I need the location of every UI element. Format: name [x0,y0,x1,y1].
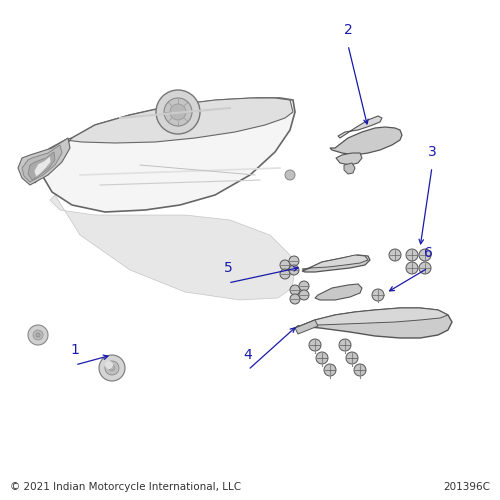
Text: 201396C: 201396C [443,482,490,492]
Circle shape [290,285,300,295]
Text: 3: 3 [428,145,436,159]
Circle shape [290,294,300,304]
Polygon shape [30,138,72,183]
Circle shape [299,290,309,300]
Text: 2: 2 [344,23,352,37]
Circle shape [372,289,384,301]
Polygon shape [22,145,62,182]
Text: © 2021 Indian Motorcycle International, LLC: © 2021 Indian Motorcycle International, … [10,482,241,492]
Circle shape [164,98,192,126]
Circle shape [280,260,290,270]
Text: 6: 6 [424,246,432,260]
Circle shape [170,104,186,120]
Polygon shape [336,153,362,165]
Text: 5: 5 [224,261,232,275]
Polygon shape [302,255,368,270]
Circle shape [309,339,321,351]
Circle shape [339,339,351,351]
Circle shape [389,249,401,261]
Polygon shape [42,98,295,212]
Polygon shape [295,308,452,338]
Circle shape [36,333,40,337]
Polygon shape [344,163,355,174]
Circle shape [406,262,418,274]
Circle shape [99,355,125,381]
Text: 1: 1 [70,343,80,357]
Circle shape [419,249,431,261]
Polygon shape [302,255,370,272]
Polygon shape [330,127,402,155]
Circle shape [105,361,119,375]
Polygon shape [34,156,51,177]
Polygon shape [315,284,362,300]
Polygon shape [18,138,70,185]
Polygon shape [295,308,448,328]
Circle shape [354,364,366,376]
Circle shape [419,262,431,274]
Circle shape [289,265,299,275]
Circle shape [280,269,290,279]
Circle shape [346,352,358,364]
Circle shape [33,330,43,340]
Circle shape [105,361,113,369]
Polygon shape [50,195,295,300]
Circle shape [156,90,200,134]
Polygon shape [338,116,382,138]
Circle shape [406,249,418,261]
Circle shape [289,256,299,266]
Circle shape [285,170,295,180]
Circle shape [324,364,336,376]
Polygon shape [295,320,318,334]
Polygon shape [28,152,55,180]
Circle shape [316,352,328,364]
Circle shape [28,325,48,345]
Circle shape [299,281,309,291]
Polygon shape [65,98,293,143]
Text: 4: 4 [244,348,252,362]
Circle shape [109,365,115,371]
